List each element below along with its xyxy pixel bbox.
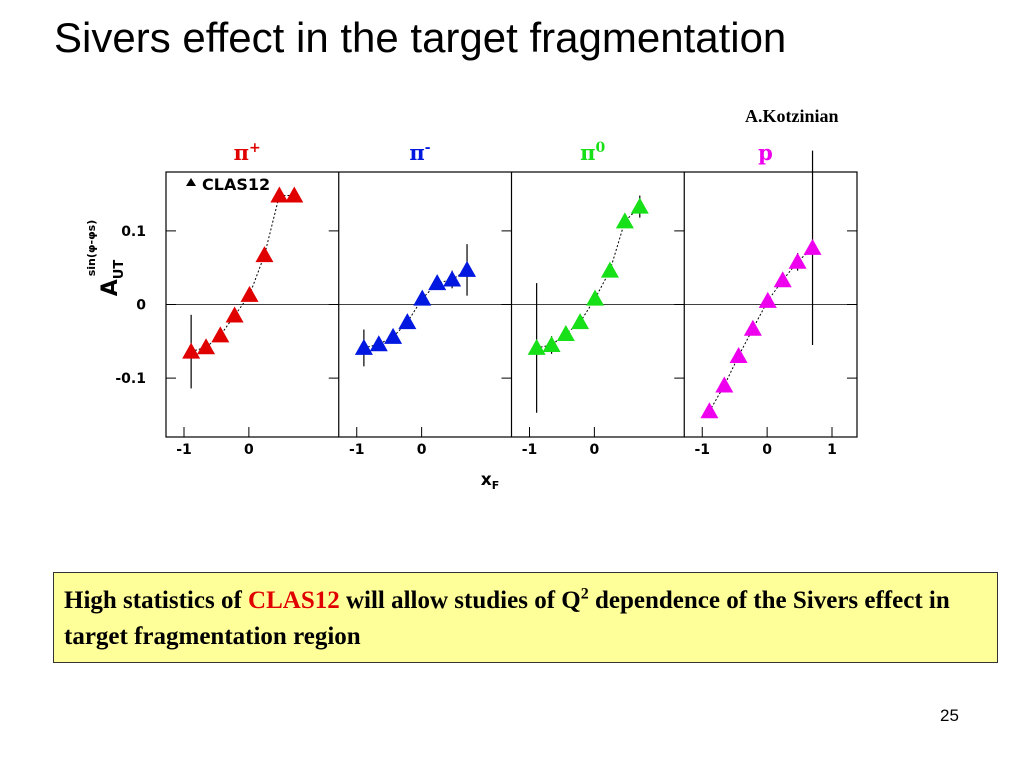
trend-line [190,195,295,353]
x-tick-label: 0 [417,442,427,458]
data-point [729,347,748,364]
y-tick-label: 0 [136,298,146,314]
data-point [285,186,304,203]
x-tick-label: 0 [590,442,600,458]
sivers-chart: 0.10-0.1-1 0π+-1 0π--1 0π0-1 0 1pCLAS12xFAUTs… [85,140,858,492]
data-point [211,326,230,343]
data-point [700,402,719,419]
note-highlight: CLAS12 [248,587,340,614]
data-point [758,291,777,308]
particle-symbol: π [234,140,249,165]
data-point [197,338,216,355]
data-point [270,186,289,203]
panel-1: -1 0 π+ [176,140,339,458]
note-box: High statistics of CLAS12 will allow stu… [53,572,998,663]
data-point [788,252,807,269]
data-point [458,260,477,277]
note-text-2: will allow studies of Q [339,587,581,614]
legend: CLAS12 [186,175,270,194]
y-tick-label: 0.1 [121,224,146,240]
data-point [240,285,259,302]
x-tick-label: -1 [349,442,365,458]
panel-4: -1 0 1 p [683,140,857,458]
panel-label: π0 [580,140,605,165]
note-text-1: High statistics of [64,587,249,614]
y-axis-symbol: A [98,279,123,296]
x-tick-label: 0 [762,442,772,458]
x-axis-subscript: F [492,479,500,492]
data-point [369,335,388,352]
data-point [600,261,619,278]
data-point [354,338,373,355]
legend-marker [186,178,196,186]
data-point [527,338,546,355]
data-point [255,246,274,263]
panel-2: -1 0 π- [338,140,512,458]
y-axis-subscript: UT [112,260,127,280]
data-point [398,313,417,330]
data-point [615,212,634,229]
data-point [586,289,605,306]
data-point [743,319,762,336]
panel-3: -1 0π0 [510,140,685,458]
panel-label: π- [409,140,430,165]
data-point [428,274,447,291]
particle-symbol: p [758,140,773,165]
particle-charge: - [425,140,431,156]
data-point [715,376,734,393]
panel-label: π+ [234,140,261,165]
x-axis-title: xF [481,470,499,492]
data-point [630,197,649,214]
note-superscript: 2 [580,585,589,603]
x-tick-label: -1 [694,442,710,458]
trend-line [536,206,641,349]
y-axis-superscript: sin(φ-φs) [85,220,98,277]
data-point [182,342,201,359]
particle-symbol: π [580,140,595,165]
data-point [413,289,432,306]
data-point [773,271,792,288]
y-tick-label: -0.1 [115,371,146,387]
slide-title: Sivers effect in the target fragmentatio… [54,14,787,61]
author-label: A.Kotzinian [745,106,839,126]
data-point [443,270,462,287]
x-tick-label: -1 [176,442,192,458]
trend-line [708,247,813,412]
x-tick-label: 1 [827,442,837,458]
y-axis-label: AUT [98,260,127,297]
particle-symbol: π [409,140,424,165]
data-point [384,327,403,344]
trend-line [363,269,468,349]
page-number: 25 [940,706,959,725]
data-point [803,238,822,255]
data-point [571,313,590,330]
data-point [225,306,244,323]
data-point [542,335,561,352]
data-point [556,324,575,341]
particle-charge: + [249,140,261,156]
legend-label: CLAS12 [202,175,270,194]
x-tick-label: 0 [244,442,254,458]
particle-charge: 0 [596,140,606,156]
panel-label: p [758,140,773,165]
x-tick-label: -1 [522,442,538,458]
note-text-3: dependence of the Sivers effect in targe… [64,587,950,650]
x-axis-symbol: x [481,470,492,490]
